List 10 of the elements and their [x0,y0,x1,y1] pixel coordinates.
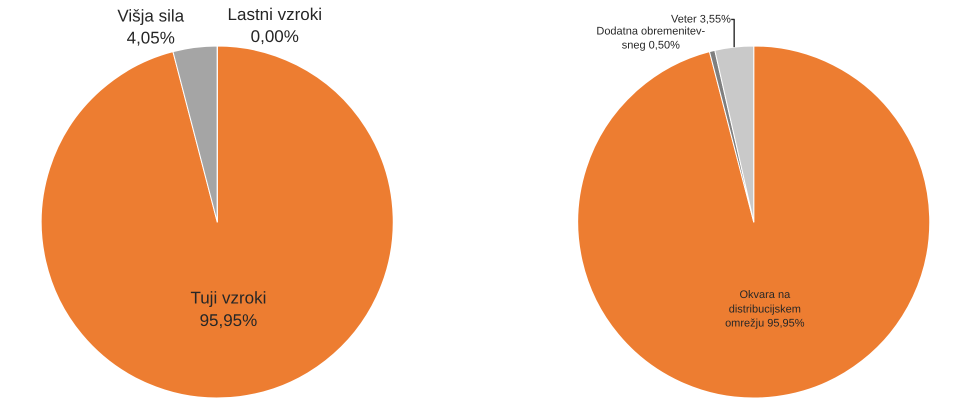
slice-label: Veter 3,55% [671,13,732,26]
category-label: Lastni vzroki [228,4,322,24]
slice-label: Dodatna obremenitev-sneg 0,50% [596,25,706,52]
slice-label: Tuji vzroki [190,288,266,308]
pie-slice [40,46,394,398]
text: 0,00% [250,27,299,46]
data-label: 95,95% [200,310,258,330]
slice-label: Višja sila [117,6,185,26]
data-label: 4,05% [126,28,175,48]
slice-label: Okvara na distribucijskem omrežju 95,95% [725,288,805,330]
